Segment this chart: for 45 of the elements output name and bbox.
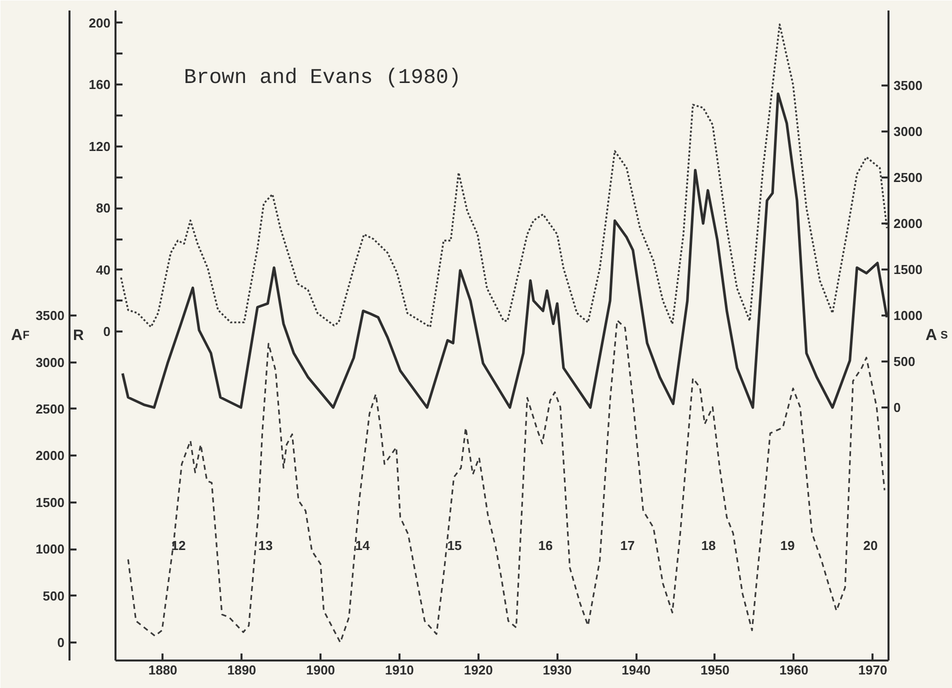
y2-tick-label: 3000 [894,124,922,139]
annotation: 13 [258,538,273,553]
y3-axis-title: AF [10,327,30,344]
y3-tick-label: 1500 [36,494,64,510]
y-tick-label: 120 [88,138,111,154]
y3-tick-label: 1000 [36,542,64,557]
x-tick-label: 1910 [385,662,414,678]
x-tick-label: 1880 [148,662,178,678]
x-tick-label: 1950 [700,662,730,678]
y2-tick-label: 3500 [894,78,922,93]
y3-tick-label: 2000 [36,448,64,464]
x-tick-label: 1900 [306,662,336,678]
y2-tick-label: 2500 [894,170,922,185]
y3-tick-label: 3500 [36,308,64,324]
y-axis-title: R [72,327,84,344]
y2-tick-label: 0 [894,400,901,415]
y3-tick-label: 2500 [36,402,64,416]
x-tick-label: 1920 [464,662,493,678]
x-tick-label: 1930 [542,662,572,678]
annotation: 19 [780,538,795,553]
annotation: 14 [355,538,370,553]
annotation: 17 [620,538,635,553]
x-tick-label: 1970 [858,662,888,678]
annotation: 18 [701,538,716,553]
y2-tick-label: 1500 [894,262,922,277]
y2-tick-label: 1000 [894,308,922,323]
y-tick-label: 80 [96,200,111,216]
annotation: 15 [447,538,462,553]
annotation: 12 [171,538,186,553]
y-tick-label: 200 [88,15,111,30]
annotation: 16 [538,538,553,553]
text: Brown and Evans (1980) [184,67,462,90]
y3-tick-label: 0 [57,634,65,650]
y3-tick-label: 3000 [36,354,64,370]
annotation: 20 [863,538,878,553]
y3-tick-label: 500 [42,588,65,604]
x-tick-label: 1890 [227,662,256,678]
y-tick-label: 160 [88,77,111,92]
y-tick-label: 0 [103,324,111,340]
y2-tick-label: 500 [894,354,916,369]
y-tick-label: 40 [96,262,111,278]
line-series [127,319,886,644]
x-tick-label: 1960 [779,662,808,678]
y2-tick-label: 2000 [894,216,922,231]
x-tick-label: 1940 [622,662,651,678]
